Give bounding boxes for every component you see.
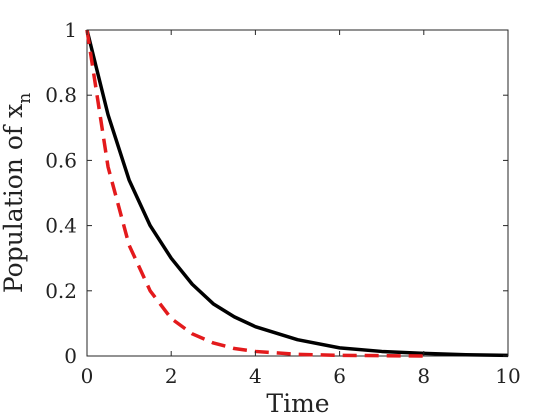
y-tick-label: 0 bbox=[64, 344, 77, 368]
y-axis-title-subscript: n bbox=[15, 93, 35, 104]
y-tick-label: 0.2 bbox=[45, 279, 77, 303]
x-tick-label: 0 bbox=[81, 364, 94, 388]
y-tick-label: 0.4 bbox=[45, 214, 77, 238]
y-axis-title-group: Population of xn bbox=[0, 93, 35, 293]
series-line-dashed bbox=[85, 29, 424, 358]
y-tick-label: 1 bbox=[64, 18, 77, 42]
x-tick-label: 4 bbox=[249, 364, 262, 388]
y-axis-title-main: Population of x bbox=[0, 104, 28, 293]
x-axis-title: Time bbox=[266, 389, 329, 418]
plot-area-box bbox=[86, 29, 509, 357]
x-tick-label: 8 bbox=[417, 364, 430, 388]
y-tick-label: 0.6 bbox=[45, 148, 77, 172]
series-line-solid bbox=[85, 29, 509, 358]
x-tick-label: 10 bbox=[495, 364, 520, 388]
x-tick-label: 2 bbox=[165, 364, 178, 388]
x-tick-label: 6 bbox=[333, 364, 346, 388]
y-tick-label: 0.8 bbox=[45, 83, 77, 107]
y-axis-title: Population of xn bbox=[0, 93, 35, 293]
